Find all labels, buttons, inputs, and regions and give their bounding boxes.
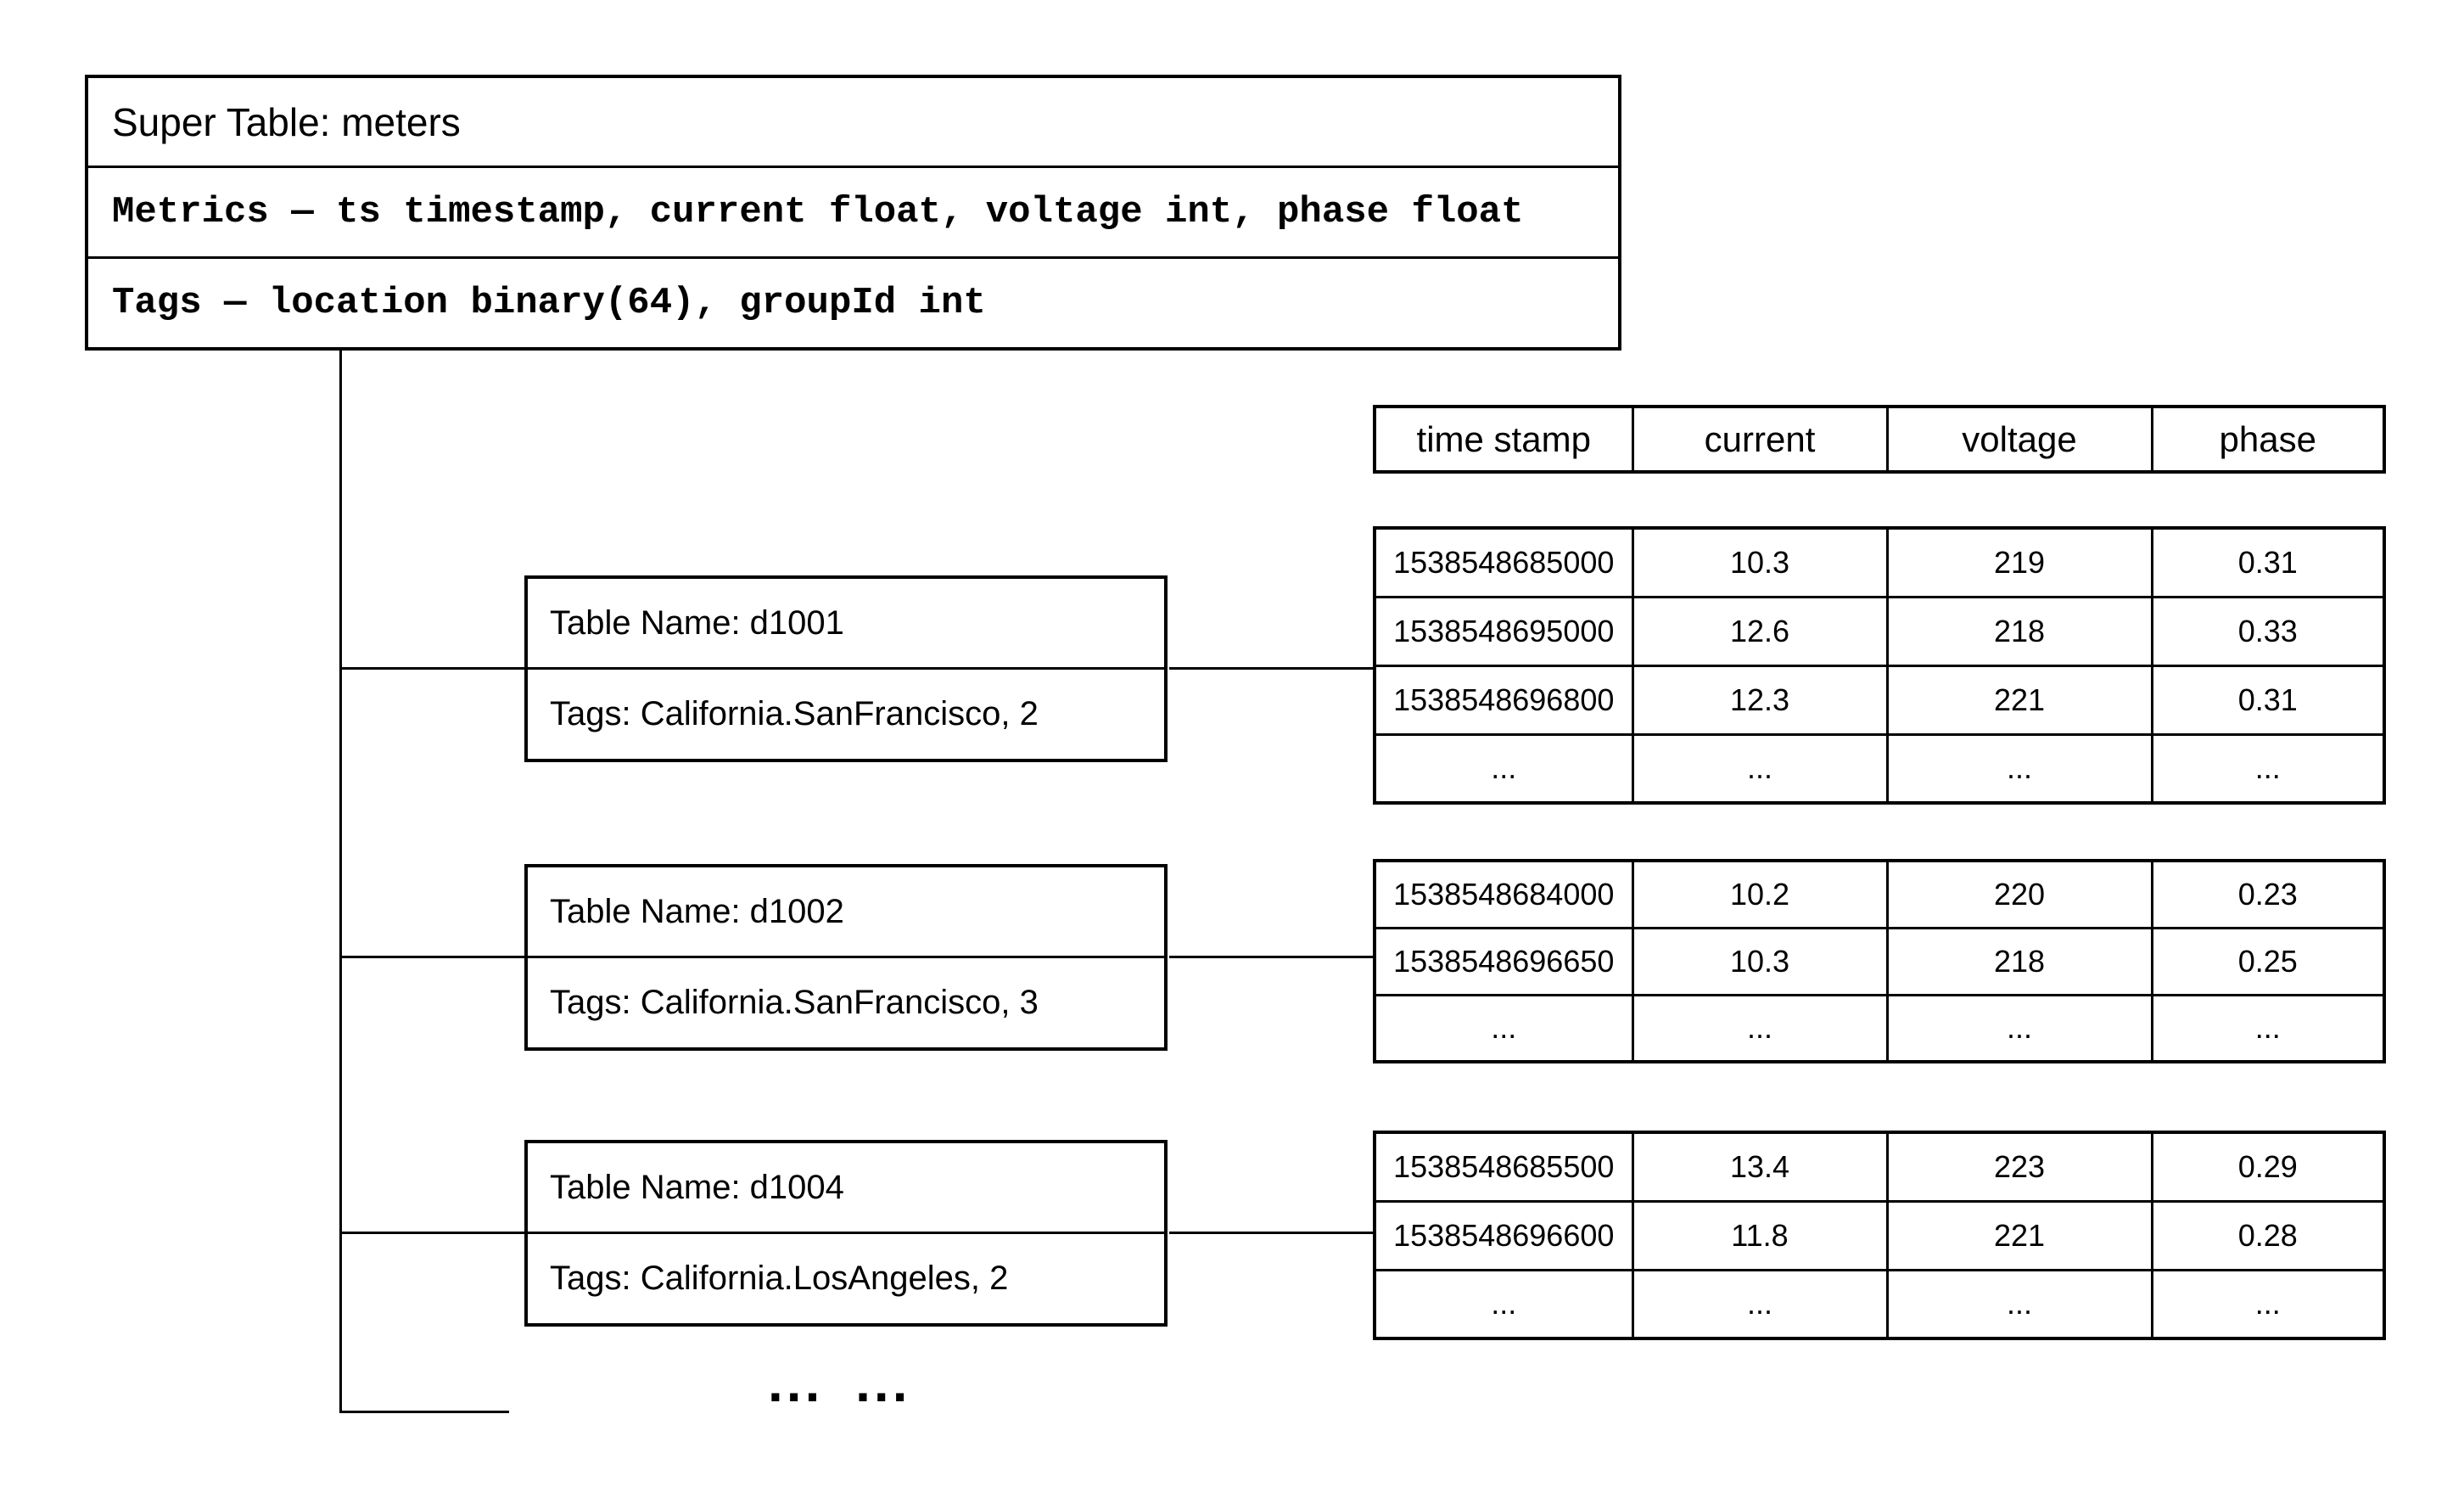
branch-line-d1004 <box>339 1232 524 1234</box>
subtable-box-d1004: Table Name: d1004 Tags: California.LosAn… <box>524 1140 1168 1327</box>
subtable-box-d1002: Table Name: d1002 Tags: California.SanFr… <box>524 864 1168 1051</box>
data-table-d1001: 1538548685000 10.3 219 0.31 1538548695000 12.… <box>1373 526 2386 805</box>
branch-line-d1002 <box>339 956 524 958</box>
subtable-tags: Tags: California.LosAngeles, 2 <box>528 1232 1164 1323</box>
table-cell: ... <box>2150 732 2386 805</box>
table-row: 1538548685000 10.3 219 0.31 <box>1373 526 2386 598</box>
subtable-box-d1001: Table Name: d1001 Tags: California.SanFr… <box>524 575 1168 762</box>
table-row: 1538548696650 10.3 218 0.25 <box>1373 926 2386 996</box>
table-row: ............ <box>1373 732 2386 805</box>
table-cell: ... <box>1885 732 2153 805</box>
table-cell: ... <box>1885 1268 2153 1340</box>
table-cell: ... <box>1373 1268 1634 1340</box>
data-table-d1004: 1538548685500 13.4 223 0.29 1538548696600 11.… <box>1373 1131 2386 1340</box>
table-cell: 221 <box>1885 1199 2153 1271</box>
column-header-row: time stamp current voltage phase <box>1373 405 2386 474</box>
table-cell: 0.31 <box>2150 664 2386 736</box>
branch-line-d1004-right <box>1169 1232 1373 1234</box>
table-cell: 0.25 <box>2150 926 2386 996</box>
table-cell: 1538548685500 <box>1373 1131 1634 1203</box>
table-cell: 10.2 <box>1631 859 1889 929</box>
table-cell: 1538548696800 <box>1373 664 1634 736</box>
subtable-tags: Tags: California.SanFrancisco, 3 <box>528 956 1164 1047</box>
table-cell: ... <box>1373 732 1634 805</box>
subtable-tags: Tags: California.SanFrancisco, 2 <box>528 667 1164 759</box>
branch-line-d1002-right <box>1169 956 1373 958</box>
super-table-title: Super Table: meters <box>112 99 461 144</box>
table-row: 1538548685500 13.4 223 0.29 <box>1373 1131 2386 1203</box>
subtable-name: Table Name: d1004 <box>550 1168 844 1206</box>
table-cell: 1538548696650 <box>1373 926 1634 996</box>
super-table-box: Super Table: meters Metrics — ts timesta… <box>85 75 1621 351</box>
table-cell: 223 <box>1885 1131 2153 1203</box>
table-cell: 0.33 <box>2150 595 2386 667</box>
trunk-line <box>339 351 342 1413</box>
table-cell: ... <box>1631 1268 1889 1340</box>
table-cell: 219 <box>1885 526 2153 598</box>
column-header-cell: phase <box>2150 405 2386 474</box>
branch-line-more <box>339 1411 509 1413</box>
table-row: 1538548696600 11.8 221 0.28 <box>1373 1199 2386 1271</box>
data-table-d1002: 1538548684000 10.2 220 0.23 1538548696650 10.… <box>1373 859 2386 1063</box>
more-tables-ellipsis: ... ... <box>768 1352 911 1413</box>
table-cell: 0.31 <box>2150 526 2386 598</box>
table-cell: 10.3 <box>1631 926 1889 996</box>
table-cell: 218 <box>1885 595 2153 667</box>
column-header-cell: time stamp <box>1373 405 1634 474</box>
table-cell: 0.29 <box>2150 1131 2386 1203</box>
column-header-table: time stamp current voltage phase <box>1373 405 2386 474</box>
table-cell: 220 <box>1885 859 2153 929</box>
table-row: 1538548695000 12.6 218 0.33 <box>1373 595 2386 667</box>
column-header-cell: voltage <box>1885 405 2153 474</box>
table-cell: 1538548685000 <box>1373 526 1634 598</box>
table-cell: 12.3 <box>1631 664 1889 736</box>
branch-line-d1001-right <box>1169 667 1373 670</box>
super-table-metrics: Metrics — ts timestamp, current float, v… <box>88 166 1618 256</box>
table-row: ............ <box>1373 993 2386 1063</box>
table-cell: 218 <box>1885 926 2153 996</box>
table-cell: 221 <box>1885 664 2153 736</box>
table-cell: ... <box>2150 993 2386 1063</box>
table-cell: ... <box>1885 993 2153 1063</box>
table-cell: 10.3 <box>1631 526 1889 598</box>
table-cell: 13.4 <box>1631 1131 1889 1203</box>
table-row: 1538548696800 12.3 221 0.31 <box>1373 664 2386 736</box>
table-cell: ... <box>1373 993 1634 1063</box>
table-cell: 0.23 <box>2150 859 2386 929</box>
column-header-cell: current <box>1631 405 1889 474</box>
subtable-name: Table Name: d1001 <box>550 603 844 642</box>
table-cell: 1538548696600 <box>1373 1199 1634 1271</box>
table-cell: 1538548684000 <box>1373 859 1634 929</box>
table-cell: 1538548695000 <box>1373 595 1634 667</box>
super-table-tags: Tags — location binary(64), groupId int <box>88 256 1618 347</box>
branch-line-d1001 <box>339 667 524 670</box>
table-cell: 12.6 <box>1631 595 1889 667</box>
table-cell: 0.28 <box>2150 1199 2386 1271</box>
table-cell: 11.8 <box>1631 1199 1889 1271</box>
table-cell: ... <box>1631 732 1889 805</box>
table-cell: ... <box>1631 993 1889 1063</box>
subtable-name: Table Name: d1002 <box>550 892 844 930</box>
table-row: ............ <box>1373 1268 2386 1340</box>
table-row: 1538548684000 10.2 220 0.23 <box>1373 859 2386 929</box>
table-cell: ... <box>2150 1268 2386 1340</box>
